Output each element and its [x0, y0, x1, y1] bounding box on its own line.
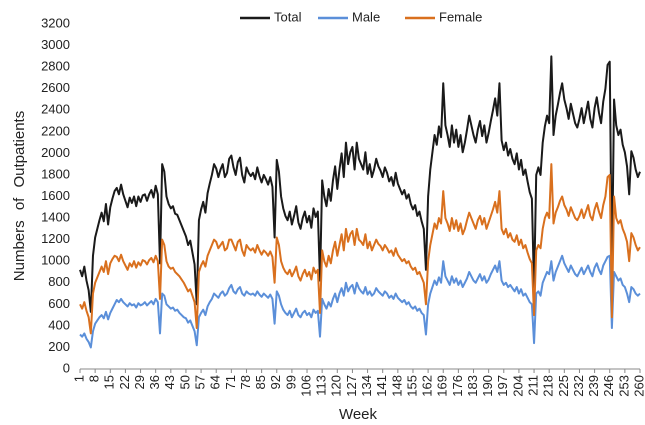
x-tick-label: 211	[525, 375, 540, 396]
y-tick-label: 1000	[41, 253, 70, 268]
series-line	[79, 55, 641, 313]
x-tick-label: 169	[435, 375, 450, 397]
y-tick-label: 600	[48, 296, 70, 311]
x-tick-label: 43	[162, 375, 177, 389]
x-tick-label: 15	[102, 375, 117, 389]
x-tick-label: 190	[480, 375, 495, 397]
y-tick-label: 800	[48, 274, 70, 289]
series-line	[79, 163, 641, 335]
x-tick-label: 253	[616, 375, 631, 397]
y-tick-label: 1400	[41, 210, 70, 225]
y-tick-label: 200	[48, 339, 70, 354]
x-tick-label: 29	[132, 375, 147, 389]
x-tick-label: 71	[223, 375, 238, 389]
x-tick-label: 197	[495, 375, 510, 397]
legend-label: Male	[352, 9, 380, 24]
y-tick-label: 400	[48, 317, 70, 332]
x-tick-label: 134	[359, 375, 374, 397]
x-tick-label: 141	[374, 375, 389, 397]
x-tick-label: 85	[253, 375, 268, 389]
x-tick-label: 162	[420, 375, 435, 397]
y-tick-label: 2400	[41, 102, 70, 117]
x-tick-label: 225	[556, 375, 571, 397]
series-line	[79, 254, 641, 349]
x-tick-label: 260	[631, 375, 645, 397]
x-tick-label: 232	[571, 375, 586, 397]
x-tick-label: 113	[314, 375, 329, 396]
x-tick-label: 246	[601, 375, 616, 397]
x-tick-label: 106	[298, 375, 313, 397]
x-tick-label: 127	[344, 375, 359, 397]
x-tick-label: 92	[268, 375, 283, 389]
legend-label: Female	[439, 9, 482, 24]
x-tick-label: 120	[329, 375, 344, 397]
y-tick-label: 3000	[41, 37, 70, 52]
y-tick-label: 1600	[41, 188, 70, 203]
y-axis-title: Numbers of Outpatients	[11, 111, 28, 281]
x-tick-label: 239	[586, 375, 601, 397]
y-tick-label: 2600	[41, 80, 70, 95]
y-tick-label: 2800	[41, 59, 70, 74]
y-tick-label: 2200	[41, 123, 70, 138]
x-tick-label: 64	[208, 375, 223, 389]
x-tick-label: 8	[87, 375, 102, 382]
x-tick-label: 176	[450, 375, 465, 397]
x-tick-label: 22	[117, 375, 132, 389]
legend-label: Total	[274, 9, 302, 24]
y-tick-label: 2000	[41, 145, 70, 160]
x-axis-title: Week	[339, 406, 378, 423]
x-tick-label: 148	[389, 375, 404, 397]
x-tick-label: 99	[283, 375, 298, 389]
x-tick-label: 57	[193, 375, 208, 389]
y-tick-label: 1800	[41, 166, 70, 181]
x-tick-label: 183	[465, 375, 480, 397]
y-tick-label: 1200	[41, 231, 70, 246]
x-tick-label: 218	[541, 375, 556, 397]
x-tick-label: 204	[510, 375, 525, 397]
x-tick-label: 78	[238, 375, 253, 389]
y-tick-label: 0	[63, 360, 70, 375]
x-tick-label: 155	[404, 375, 419, 397]
x-tick-label: 36	[147, 375, 162, 389]
x-tick-label: 50	[177, 375, 192, 389]
y-tick-label: 3200	[41, 15, 70, 30]
x-tick-label: 1	[71, 375, 86, 382]
